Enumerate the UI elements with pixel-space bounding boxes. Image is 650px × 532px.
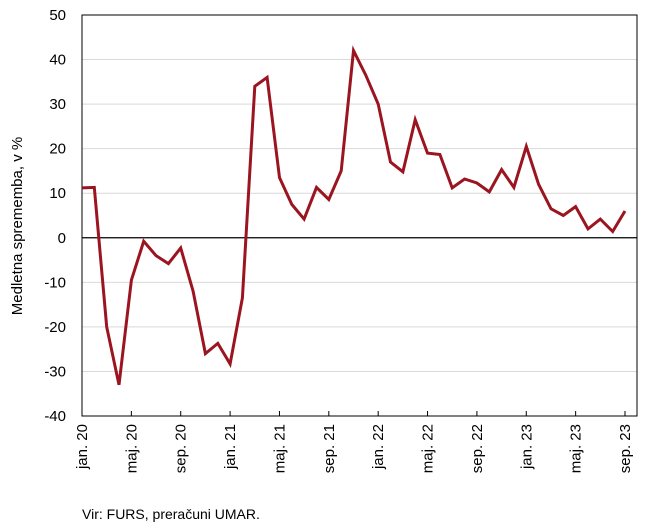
- x-tick-label: sep. 22: [469, 424, 486, 473]
- y-axis-ticks: 50 40 30 20 10 0 -10 -20 -30 -40: [44, 7, 66, 425]
- x-tick-label: jan. 23: [518, 424, 535, 470]
- source-note: Vir: FURS, preračuni UMAR.: [82, 506, 260, 522]
- y-axis-label: Medletna sprememba, v %: [9, 137, 26, 315]
- plot-frame: [81, 14, 638, 417]
- y-tick-label: 0: [58, 230, 66, 247]
- y-tick-label: -10: [44, 274, 66, 291]
- x-tick-label: sep. 23: [617, 424, 634, 473]
- x-axis-ticks: jan. 20 maj. 20 sep. 20 jan. 21 maj. 21 sep. …: [74, 411, 634, 473]
- x-tick-label: sep. 20: [173, 424, 190, 473]
- y-tick-label: 10: [49, 185, 66, 202]
- y-tick-label: 30: [49, 96, 66, 113]
- x-tick-label: jan. 21: [222, 424, 239, 470]
- x-tick-label: maj. 23: [568, 424, 585, 473]
- x-tick-label: maj. 20: [123, 424, 140, 473]
- y-tick-label: -30: [44, 363, 66, 380]
- x-tick-label: maj. 21: [271, 424, 288, 473]
- x-tick-label: sep. 21: [321, 424, 338, 473]
- gridlines: [82, 59, 637, 372]
- x-tick-label: jan. 22: [370, 424, 387, 470]
- y-tick-label: 50: [49, 7, 66, 24]
- series-line: [81, 45, 627, 386]
- y-tick-label: -40: [44, 408, 66, 425]
- y-tick-label: 20: [49, 141, 66, 158]
- y-tick-label: -20: [44, 319, 66, 336]
- x-tick-label: jan. 20: [74, 424, 91, 470]
- y-tick-label: 40: [49, 52, 66, 69]
- x-tick-label: maj. 22: [420, 424, 437, 473]
